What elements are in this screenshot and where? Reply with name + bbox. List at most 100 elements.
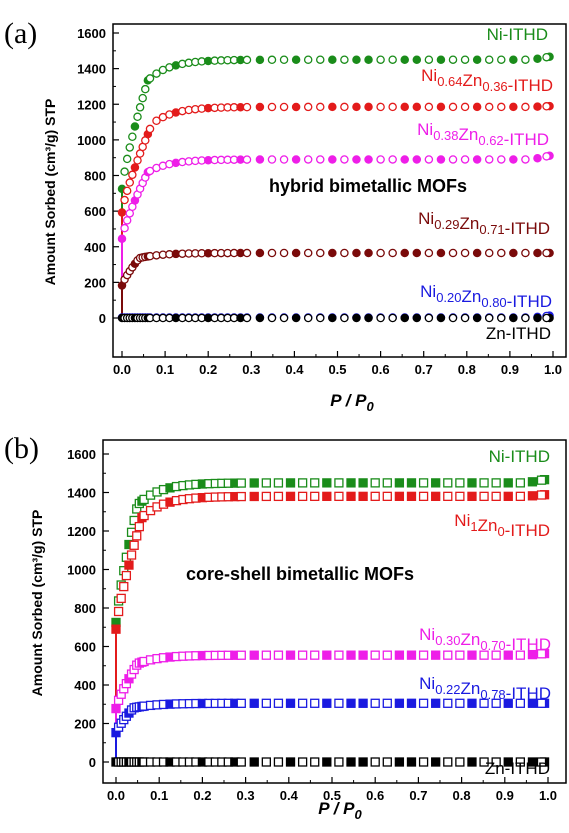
data-point: [479, 698, 489, 708]
x-axis-title: P / P0: [318, 799, 362, 822]
data-point: [388, 55, 397, 64]
y-tick-label: 600: [84, 204, 106, 219]
data-point: [135, 103, 145, 112]
legend-label-part: Ni-ITHD: [489, 447, 550, 466]
legend-label-subscript: 0.78: [480, 687, 505, 702]
data-point: [431, 698, 441, 708]
data-point: [340, 313, 349, 323]
data-point: [521, 55, 530, 64]
data-point: [267, 248, 277, 258]
data-point: [503, 650, 513, 660]
data-point: [303, 55, 313, 64]
data-point: [291, 55, 301, 64]
data-point: [358, 650, 368, 660]
data-point: [448, 102, 458, 112]
data-point: [316, 155, 325, 164]
data-point: [418, 478, 429, 488]
legend-label-subscript: 0.29: [434, 217, 459, 232]
data-point: [521, 102, 530, 112]
data-point: [261, 491, 271, 502]
data-point: [285, 478, 296, 488]
data-point: [479, 757, 489, 767]
x-tick-label: 1.0: [539, 788, 557, 803]
x-axis-title-main: P / P: [330, 391, 367, 410]
data-point: [370, 698, 380, 708]
data-point: [255, 155, 265, 164]
x-tick-label: 1.0: [544, 362, 562, 377]
data-point: [376, 313, 385, 323]
series-zn-ithd: [117, 313, 554, 323]
data-point: [242, 248, 252, 258]
data-point: [145, 124, 155, 134]
legend-label-part: Zn: [461, 679, 481, 698]
data-point: [382, 698, 392, 708]
x-axis-title-sub: 0: [366, 399, 374, 414]
data-point: [279, 248, 289, 258]
legend-label-part: Zn: [478, 516, 498, 535]
series-ni0-22zn0-78-ithd: [111, 698, 550, 762]
x-tick-label: 0.2: [199, 362, 217, 377]
data-point: [249, 491, 259, 502]
chart-annotation: hybrid bimetallic MOFs: [269, 176, 467, 196]
legend-label-part: Ni: [419, 625, 435, 644]
data-point: [424, 55, 434, 64]
legend-label-part: Ni-ITHD: [487, 25, 548, 44]
data-point: [358, 491, 368, 502]
series-ni1zn0-ithd: [111, 490, 550, 762]
y-tick-label: 800: [84, 169, 106, 184]
series-ni0-30zn0-70-ithd: [111, 648, 550, 762]
data-point: [310, 491, 320, 502]
y-tick-label: 1600: [77, 26, 106, 41]
data-point: [297, 491, 308, 502]
data-point: [352, 55, 361, 64]
data-point: [285, 650, 296, 660]
data-point: [128, 132, 137, 141]
panel-label: (b): [4, 432, 39, 465]
data-point: [352, 248, 361, 258]
series-ni-ithd: [117, 52, 554, 318]
data-point: [364, 248, 373, 258]
x-tick-label: 0.6: [366, 788, 384, 803]
data-point: [340, 102, 349, 112]
data-point: [291, 248, 301, 258]
data-point: [152, 116, 161, 125]
data-point: [346, 650, 356, 660]
data-point: [334, 757, 344, 767]
data-point: [424, 313, 434, 323]
data-point: [484, 102, 494, 112]
data-point: [291, 313, 301, 323]
legend-label-part: Ni: [420, 282, 436, 301]
data-point: [382, 757, 392, 767]
data-point: [297, 698, 308, 708]
data-point: [443, 491, 453, 502]
legend-label: Ni0.64Zn0.36-ITHD: [421, 66, 553, 95]
data-point: [122, 154, 132, 164]
x-axis-title: P / P0: [330, 391, 374, 414]
x-tick-label: 0.5: [323, 788, 341, 803]
data-point: [273, 757, 284, 767]
legend-label-subscript: 0.38: [433, 128, 458, 143]
data-point: [297, 757, 308, 767]
legend-label-subscript: 0.36: [482, 79, 507, 94]
data-point: [340, 155, 349, 164]
data-point: [542, 313, 551, 323]
data-point: [436, 313, 446, 323]
data-point: [285, 757, 296, 767]
legend-label-subscript: 0.30: [435, 633, 460, 648]
data-point: [418, 650, 429, 660]
y-axis-title: Amount Sorbed (cm³/g) STP: [29, 510, 45, 697]
data-point: [467, 478, 477, 488]
data-point: [455, 698, 465, 708]
x-tick-label: 0.1: [150, 788, 168, 803]
legend-label: Zn-ITHD: [485, 759, 550, 778]
data-point: [467, 650, 477, 660]
data-point: [255, 102, 265, 112]
legend-label-part: Zn-ITHD: [485, 759, 550, 778]
data-point: [358, 698, 368, 708]
data-point: [484, 55, 494, 64]
data-point: [460, 313, 470, 323]
data-point: [382, 650, 392, 660]
data-point: [382, 478, 392, 488]
data-point: [255, 313, 265, 323]
